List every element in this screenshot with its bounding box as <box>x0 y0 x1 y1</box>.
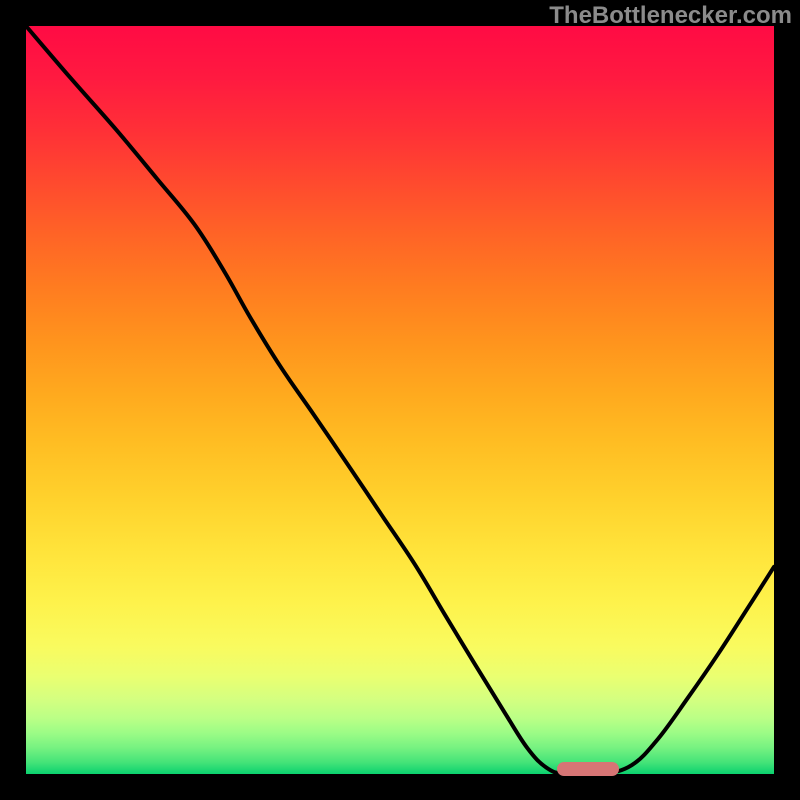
gradient-background <box>26 26 774 774</box>
plot-svg <box>0 0 800 800</box>
optimal-range-marker <box>557 762 619 776</box>
watermark-text: TheBottlenecker.com <box>549 2 792 30</box>
chart-frame: TheBottlenecker.com <box>0 0 800 800</box>
